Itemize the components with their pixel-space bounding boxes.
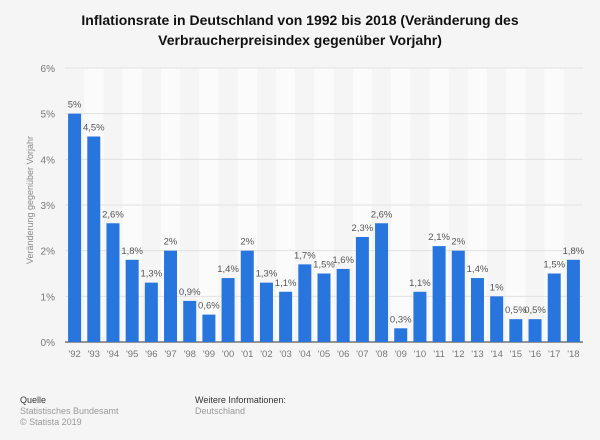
data-label: 1%: [490, 282, 504, 293]
info-text: Deutschland: [195, 406, 246, 416]
bar: [528, 319, 542, 342]
x-tick-label: '09: [395, 349, 407, 360]
x-tick-label: '93: [88, 349, 100, 360]
data-label: 2,6%: [371, 209, 393, 220]
data-label: 2%: [451, 237, 465, 248]
y-tick-label: 3%: [41, 201, 56, 212]
x-tick-label: '18: [567, 349, 579, 360]
bar: [413, 291, 427, 342]
x-tick-label: '04: [299, 349, 311, 360]
x-tick-label: '06: [337, 349, 349, 360]
x-tick-label: '95: [126, 349, 138, 360]
info-heading: Weitere Informationen:: [195, 395, 286, 405]
bar: [432, 246, 446, 342]
x-tick-label: '12: [452, 349, 464, 360]
bar: [451, 250, 465, 342]
bar: [144, 282, 158, 342]
bar: [375, 223, 389, 342]
x-tick-label: '98: [184, 349, 196, 360]
bar: [106, 223, 120, 342]
x-tick-label: '10: [414, 349, 426, 360]
bar: [547, 273, 561, 342]
bar: [317, 273, 331, 342]
x-tick-label: '16: [529, 349, 541, 360]
copyright: © Statista 2019: [20, 417, 82, 427]
bar: [221, 278, 235, 342]
bar: [87, 136, 101, 342]
y-tick-label: 4%: [41, 155, 56, 166]
x-tick-label: '14: [490, 349, 502, 360]
bar: [509, 319, 523, 342]
x-tick-label: '01: [241, 349, 253, 360]
data-label: 1,8%: [121, 246, 143, 257]
data-label: 1,7%: [294, 250, 316, 261]
bar: [240, 250, 254, 342]
data-label: 1,4%: [467, 264, 489, 275]
data-label: 2%: [240, 237, 254, 248]
y-tick-label: 6%: [41, 64, 56, 75]
data-label: 1,1%: [275, 278, 297, 289]
x-tick-label: '97: [164, 349, 176, 360]
bar: [394, 328, 408, 342]
bar: [298, 264, 312, 342]
x-tick-label: '11: [433, 349, 445, 360]
x-tick-label: '99: [203, 349, 215, 360]
data-label: 2%: [164, 237, 178, 248]
chart-title: Inflationsrate in Deutschland von 1992 b…: [81, 12, 519, 48]
data-label: 2,6%: [102, 209, 124, 220]
x-tick-label: '02: [260, 349, 272, 360]
x-tick-label: '00: [222, 349, 234, 360]
bar: [355, 236, 369, 342]
y-tick-label: 1%: [41, 292, 56, 303]
bar: [259, 282, 273, 342]
x-tick-label: '08: [375, 349, 387, 360]
source-heading: Quelle: [20, 395, 47, 405]
data-label: 1,8%: [563, 246, 585, 257]
bar: [470, 278, 484, 342]
data-label: 1,5%: [543, 260, 565, 271]
bar: [68, 113, 82, 343]
y-tick-label: 2%: [41, 247, 56, 258]
data-label: 0,9%: [179, 287, 201, 298]
data-label: 2,3%: [352, 223, 374, 234]
data-label: 0,3%: [390, 314, 412, 325]
x-tick-label: '17: [548, 349, 560, 360]
info-block: Weitere Informationen: Deutschland: [195, 395, 286, 417]
y-tick-label: 0%: [41, 338, 56, 349]
data-label: 0,5%: [505, 305, 527, 316]
x-tick-label: '13: [471, 349, 483, 360]
source-block: Quelle Statistisches Bundesamt © Statist…: [20, 395, 119, 428]
data-label: 1,6%: [332, 255, 354, 266]
x-tick-label: '96: [145, 349, 157, 360]
data-label: 0,6%: [198, 301, 220, 312]
bar: [202, 314, 216, 342]
bar: [183, 300, 197, 342]
x-tick-label: '92: [68, 349, 80, 360]
x-tick-label: '15: [510, 349, 522, 360]
data-label: 2,1%: [428, 232, 450, 243]
x-tick-label: '05: [318, 349, 330, 360]
bar: [164, 250, 178, 342]
x-tick-label: '94: [107, 349, 119, 360]
data-label: 1,3%: [256, 269, 278, 280]
data-label: 1,3%: [141, 269, 163, 280]
y-tick-label: 5%: [41, 110, 56, 121]
data-label: 1,1%: [409, 278, 431, 289]
bar: [125, 259, 139, 342]
x-tick-label: '07: [356, 349, 368, 360]
data-label: 0,5%: [524, 305, 546, 316]
bar: [336, 268, 350, 342]
bar: [566, 259, 580, 342]
data-label: 1,4%: [217, 264, 239, 275]
bar: [490, 296, 504, 342]
data-label: 1,5%: [313, 260, 335, 271]
bar: [279, 291, 293, 342]
data-label: 4,5%: [83, 123, 105, 134]
x-tick-label: '03: [279, 349, 291, 360]
source-text[interactable]: Statistisches Bundesamt: [20, 406, 119, 416]
data-label: 5%: [68, 100, 82, 111]
